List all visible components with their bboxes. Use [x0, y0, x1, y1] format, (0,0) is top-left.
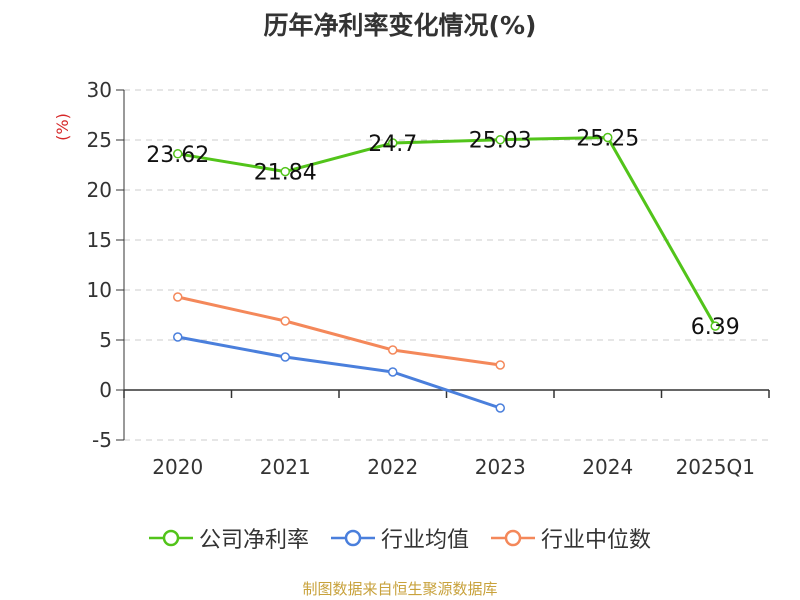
legend-label-company: 公司净利率 — [198, 528, 309, 553]
data-label: 25.03 — [469, 129, 532, 154]
legend-marker-industry-median-icon — [491, 529, 535, 547]
legend-item-company[interactable]: 公司净利率 — [148, 522, 309, 554]
y-tick-label: 5 — [99, 328, 112, 352]
data-point — [603, 132, 613, 143]
data-point — [280, 316, 290, 326]
data-point — [388, 345, 398, 355]
data-point — [173, 332, 183, 342]
data-label: 23.62 — [146, 143, 209, 168]
legend-label-industry-median: 行业中位数 — [541, 528, 652, 553]
series-line-0 — [177, 136, 717, 327]
x-tick-label: 2020 — [152, 455, 203, 479]
data-point — [495, 360, 505, 370]
data-point — [173, 149, 183, 159]
x-tick-label: 2024 — [582, 455, 633, 479]
data-point — [173, 292, 183, 302]
y-tick-label: 25 — [87, 128, 112, 152]
y-axis-label: (%) — [53, 113, 72, 141]
x-tick-label: 2022 — [367, 455, 418, 479]
y-tick-label: 30 — [87, 78, 112, 102]
series-line-1 — [177, 335, 501, 410]
x-tick-label: 2025Q1 — [676, 455, 755, 479]
data-point — [280, 352, 290, 362]
data-labels: 23.62 21.84 24.7 25.03 25.25 6.39 — [146, 127, 739, 341]
data-label: 25.25 — [576, 127, 639, 152]
y-tick-label: 10 — [87, 278, 112, 302]
x-tick-label: 2023 — [475, 455, 526, 479]
legend: 公司净利率 行业均值 行业中位数 — [0, 520, 800, 556]
data-point — [280, 166, 290, 177]
legend-label-industry-mean: 行业均值 — [380, 528, 469, 553]
y-tick-label: 0 — [99, 378, 112, 402]
x-tick-label: 2021 — [260, 455, 311, 479]
axes: 30 25 20 15 10 5 0 -5 2020 2021 2022 2023 2024 2025Q1… — [53, 78, 770, 479]
chart-title: 历年净利率变化情况(%) — [263, 11, 537, 40]
data-point — [388, 367, 398, 377]
legend-marker-industry-mean-icon — [330, 529, 375, 547]
data-point — [495, 134, 505, 145]
data-label: 21.84 — [254, 161, 317, 186]
data-point — [388, 138, 398, 148]
series-line-2 — [177, 295, 501, 367]
legend-item-industry-median[interactable]: 行业中位数 — [491, 522, 651, 554]
data-point — [710, 321, 720, 331]
series-lines — [173, 132, 720, 413]
data-point — [495, 403, 505, 413]
source-note: 制图数据来自恒生聚源数据库 — [302, 580, 498, 598]
data-label: 6.39 — [691, 315, 740, 340]
data-label: 24.7 — [368, 132, 417, 157]
legend-item-industry-mean[interactable]: 行业均值 — [330, 522, 469, 554]
legend-marker-company-icon — [148, 529, 193, 547]
y-tick-label: 20 — [87, 178, 112, 202]
y-tick-label: -5 — [92, 428, 112, 452]
y-tick-label: 15 — [87, 228, 112, 252]
